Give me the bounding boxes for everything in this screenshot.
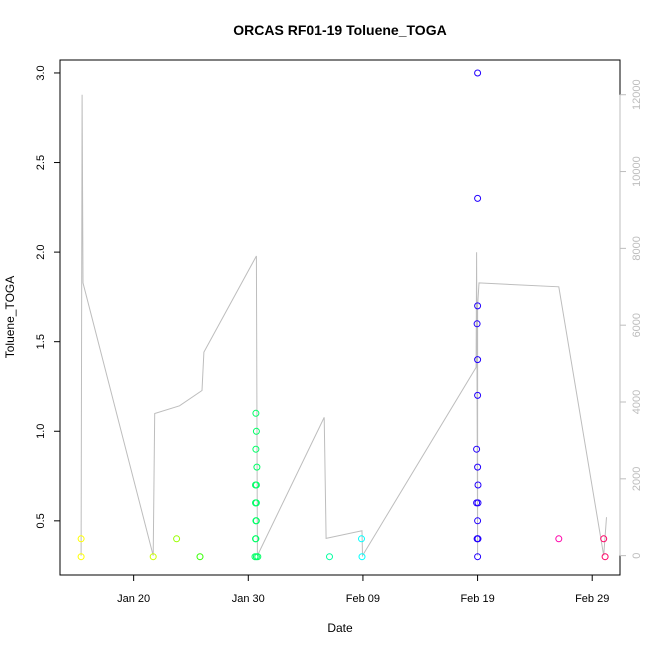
data-point: [601, 553, 609, 561]
x-tick-label: Feb 09: [346, 593, 380, 605]
chart-title: ORCAS RF01-19 Toluene_TOGA: [233, 22, 446, 38]
data-point: [358, 535, 365, 543]
data-point: [600, 535, 608, 543]
y-axis-right: 0 2000 4000 6000 8000 10000 12000: [619, 79, 643, 559]
data-point: [252, 427, 260, 435]
data-point: [474, 481, 482, 489]
x-tick-label: Jan 20: [117, 593, 150, 605]
x-axis: Jan 20 Jan 30 Feb 09 Feb 19 Feb 29: [117, 575, 609, 605]
plot-frame: [59, 59, 621, 576]
data-point: [474, 302, 482, 310]
data-point: [252, 445, 260, 453]
data-point: [253, 463, 261, 471]
data-point: [474, 391, 482, 399]
data-point: [254, 553, 262, 561]
data-point: [252, 409, 260, 417]
data-point: [473, 445, 481, 453]
data-point: [252, 499, 260, 507]
data-point: [474, 356, 482, 364]
y2-tick-label: 2000: [631, 467, 643, 491]
line-series-layer: [80, 94, 607, 558]
x-tick-label: Feb 19: [460, 593, 494, 605]
y-tick-label: 3.0: [35, 65, 47, 80]
x-tick-label: Feb 29: [575, 593, 609, 605]
y2-tick-label: 6000: [631, 313, 643, 337]
y2-tick-label: 4000: [631, 390, 643, 414]
y-tick-label: 1.0: [35, 424, 47, 439]
data-point: [252, 535, 260, 543]
data-point: [252, 481, 260, 489]
y2-tick-label: 0: [631, 553, 643, 559]
data-point: [474, 553, 482, 561]
line-series: [80, 94, 607, 558]
y-axis-left: 0.5 1.0 1.5 2.0 2.5 3.0: [35, 65, 61, 528]
data-point: [473, 320, 481, 328]
scatter-points-layer: [77, 69, 609, 561]
data-point: [173, 535, 181, 543]
y2-tick-label: 12000: [631, 79, 643, 110]
data-point: [149, 553, 157, 561]
data-point: [358, 553, 366, 561]
data-point: [252, 517, 260, 525]
data-point: [474, 517, 482, 525]
y2-tick-label: 10000: [631, 156, 643, 187]
data-point: [196, 553, 204, 561]
y-axis-label: Toluene_TOGA: [3, 276, 17, 359]
data-point: [555, 535, 563, 543]
y2-tick-label: 8000: [631, 236, 643, 260]
y-tick-label: 2.5: [35, 155, 47, 170]
data-point: [474, 535, 482, 543]
x-tick-label: Jan 30: [232, 593, 265, 605]
y-tick-label: 1.5: [35, 334, 47, 349]
data-point: [77, 553, 85, 561]
y-tick-label: 2.0: [35, 244, 47, 259]
data-point: [77, 535, 85, 543]
data-point: [326, 553, 333, 561]
x-axis-label: Date: [327, 621, 353, 635]
data-point: [474, 194, 482, 202]
data-point: [474, 463, 482, 471]
data-point: [474, 69, 482, 77]
data-point: [474, 499, 482, 507]
y-tick-label: 0.5: [35, 513, 47, 528]
